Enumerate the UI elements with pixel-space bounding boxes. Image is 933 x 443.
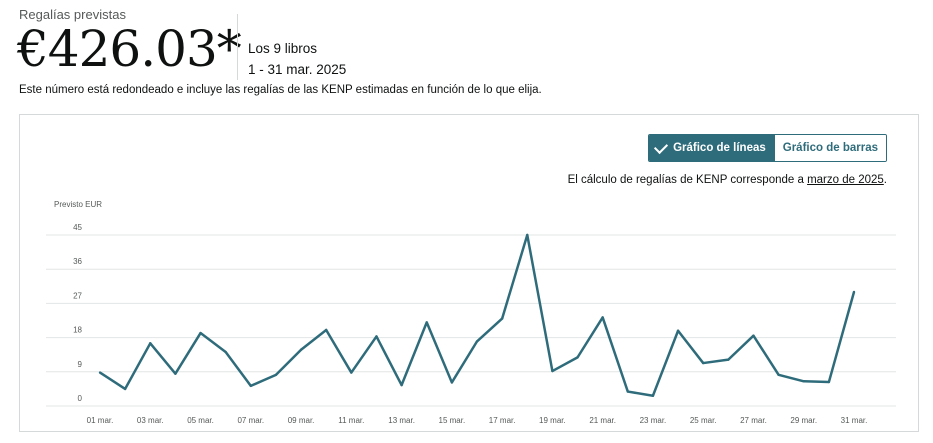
header-divider [237, 14, 238, 80]
x-tick-label: 01 mar. [87, 416, 114, 425]
data-point [199, 331, 202, 335]
grid-lines [46, 234, 896, 407]
x-tick-labels: 01 mar. 03 mar. 05 mar. 07 mar. 09 mar. 11 ma… [87, 416, 868, 425]
forecast-label: Regalías previstas [19, 7, 126, 22]
x-tick-label: 25 mar. [690, 416, 717, 425]
x-tick-label: 07 mar. [237, 416, 264, 425]
line-chart-button[interactable]: Gráfico de líneas [649, 135, 774, 161]
data-point [676, 329, 680, 332]
x-tick-label: 23 mar. [640, 416, 667, 425]
data-point [325, 328, 328, 332]
line-chart-label: Gráfico de líneas [673, 142, 766, 154]
data-point [702, 361, 705, 365]
data-point [425, 321, 428, 324]
x-tick-label: 11 mar. [338, 416, 364, 425]
data-point [299, 348, 303, 351]
data-point [651, 394, 655, 397]
x-tick-label: 05 mar. [187, 416, 214, 425]
books-scope: Los 9 libros [248, 41, 318, 56]
data-point [752, 334, 755, 337]
x-tick-label: 19 mar. [539, 416, 566, 425]
x-tick-label: 27 mar. [740, 416, 767, 425]
y-tick-labels: 0 9 18 27 36 45 [73, 223, 82, 403]
x-tick-label: 03 mar. [137, 416, 164, 425]
data-point [727, 358, 730, 361]
data-point [224, 350, 227, 354]
bar-chart-button[interactable]: Gráfico de barras [773, 135, 886, 161]
y-tick-label: 27 [73, 291, 82, 300]
series-group [98, 233, 856, 397]
data-point [551, 369, 554, 373]
data-point [827, 380, 831, 384]
kenp-month-link[interactable]: marzo de 2025 [807, 174, 884, 186]
x-tick-label: 17 mar. [489, 416, 516, 425]
data-point [852, 290, 856, 294]
data-point [98, 371, 102, 374]
data-point [400, 383, 403, 387]
date-range: 1 - 31 mar. 2025 [248, 62, 347, 77]
data-point [149, 342, 152, 345]
x-tick-label: 15 mar. [439, 416, 466, 425]
kenp-note-suffix: . [883, 174, 887, 186]
y-tick-label: 0 [78, 394, 83, 403]
data-point [526, 233, 529, 237]
data-point [350, 371, 353, 374]
rounding-note: Este número está redondeado e incluye la… [19, 84, 542, 96]
y-tick-label: 9 [78, 360, 83, 369]
data-point [450, 381, 454, 384]
data-point [249, 384, 252, 388]
data-point [174, 372, 177, 375]
data-point [576, 356, 579, 359]
bar-chart-label: Gráfico de barras [782, 142, 878, 154]
data-point [802, 380, 805, 383]
data-point [626, 390, 629, 393]
royalties-line-chart: Previsto EUR 0 9 18 27 36 45 01 mar. 03 mar. 05… [46, 200, 896, 425]
y-tick-label: 36 [73, 257, 82, 266]
chart-panel: Gráfico de líneas Gráfico de barras El c… [19, 114, 919, 432]
x-tick-label: 31 mar. [841, 416, 868, 425]
data-point [123, 387, 127, 391]
x-tick-label: 29 mar. [790, 416, 817, 425]
x-tick-label: 21 mar. [589, 416, 616, 425]
y-tick-label: 18 [73, 326, 82, 335]
data-point [475, 340, 479, 343]
y-tick-label: 45 [73, 223, 82, 232]
data-point [375, 335, 378, 338]
data-point [500, 317, 504, 320]
data-point [274, 373, 278, 377]
kenp-note-prefix: El cálculo de regalías de KENP correspon… [567, 174, 808, 186]
data-point [601, 316, 604, 319]
forecast-amount: €426.03* [17, 20, 242, 78]
data-point [777, 373, 780, 377]
y-axis-label: Previsto EUR [54, 200, 102, 209]
kenp-note: El cálculo de regalías de KENP correspon… [568, 174, 887, 186]
chart-type-toggle: Gráfico de líneas Gráfico de barras [648, 134, 887, 162]
x-tick-label: 13 mar. [388, 416, 415, 425]
x-tick-label: 09 mar. [288, 416, 315, 425]
